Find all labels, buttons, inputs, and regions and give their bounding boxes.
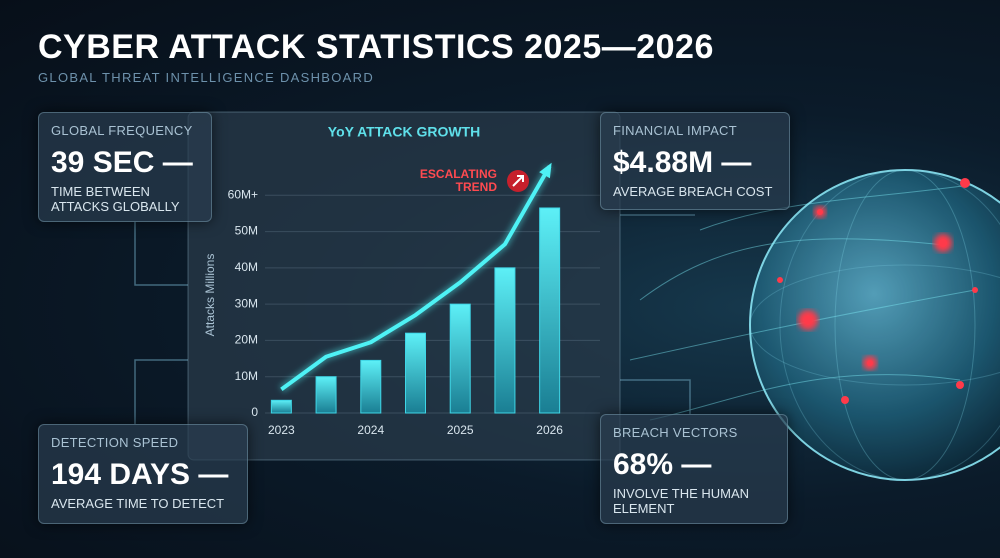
card-label: BREACH VECTORS xyxy=(613,425,738,440)
chart-title: YoY ATTACK GROWTH xyxy=(328,124,480,140)
card-label: GLOBAL FREQUENCY xyxy=(51,123,193,138)
annotation-line: ESCALATING xyxy=(420,167,497,181)
annotation-line: TREND xyxy=(456,180,498,194)
y-tick-label: 40M xyxy=(235,260,258,274)
annotation: ESCALATING TREND xyxy=(420,167,497,194)
x-tick-label: 2024 xyxy=(357,423,384,437)
y-tick-label: 30M xyxy=(235,296,258,310)
card-value: $4.88M — xyxy=(613,146,752,179)
annotation-icon xyxy=(512,175,524,187)
bar xyxy=(405,332,426,414)
subtitle: GLOBAL THREAT INTELLIGENCE DASHBOARD xyxy=(38,70,375,85)
bar xyxy=(315,376,337,414)
bar xyxy=(270,399,292,414)
y-tick-label: 0 xyxy=(251,405,258,419)
y-axis-label: Attacks Millions xyxy=(203,254,217,337)
x-tick-label: 2026 xyxy=(536,423,563,437)
y-tick-label: 50M xyxy=(235,224,258,238)
card-value: 68% — xyxy=(613,448,712,481)
card-label: DETECTION SPEED xyxy=(51,435,179,450)
title: CYBER ATTACK STATISTICS 2025—2026 xyxy=(38,28,714,66)
trend-arrowhead xyxy=(539,162,552,179)
stat-card: BREACH VECTORS 68% — INVOLVE THE HUMAN ELE… xyxy=(600,414,788,524)
y-tick-label: 20M xyxy=(235,333,258,347)
bar xyxy=(539,207,561,414)
card-value: 194 DAYS — xyxy=(51,458,229,491)
y-tick-label: 10M xyxy=(235,369,258,383)
card-description: TIME BETWEEN ATTACKS GLOBALLY xyxy=(51,184,180,214)
card-value: 39 SEC — xyxy=(51,146,193,179)
y-tick-label: 60M+ xyxy=(228,187,258,201)
trend-line xyxy=(280,165,552,392)
stat-card: GLOBAL FREQUENCY 39 SEC — TIME BETWEEN ATT… xyxy=(38,112,212,222)
x-tick-label: 2023 xyxy=(268,423,295,437)
card-description: AVERAGE BREACH COST xyxy=(613,184,773,199)
stat-card: FINANCIAL IMPACT $4.88M — AVERAGE BREACH C… xyxy=(600,112,790,210)
card-label: FINANCIAL IMPACT xyxy=(613,123,737,138)
card-description: AVERAGE TIME TO DETECT xyxy=(51,496,225,511)
connector xyxy=(134,214,695,424)
bar xyxy=(494,267,516,414)
stat-card: DETECTION SPEED 194 DAYS — AVERAGE TIME TO… xyxy=(38,424,248,524)
x-tick-label: 2025 xyxy=(447,423,474,437)
globe xyxy=(629,169,1000,481)
bar xyxy=(449,303,471,414)
bar xyxy=(360,359,382,414)
card-description: INVOLVE THE HUMAN ELEMENT xyxy=(613,486,750,516)
